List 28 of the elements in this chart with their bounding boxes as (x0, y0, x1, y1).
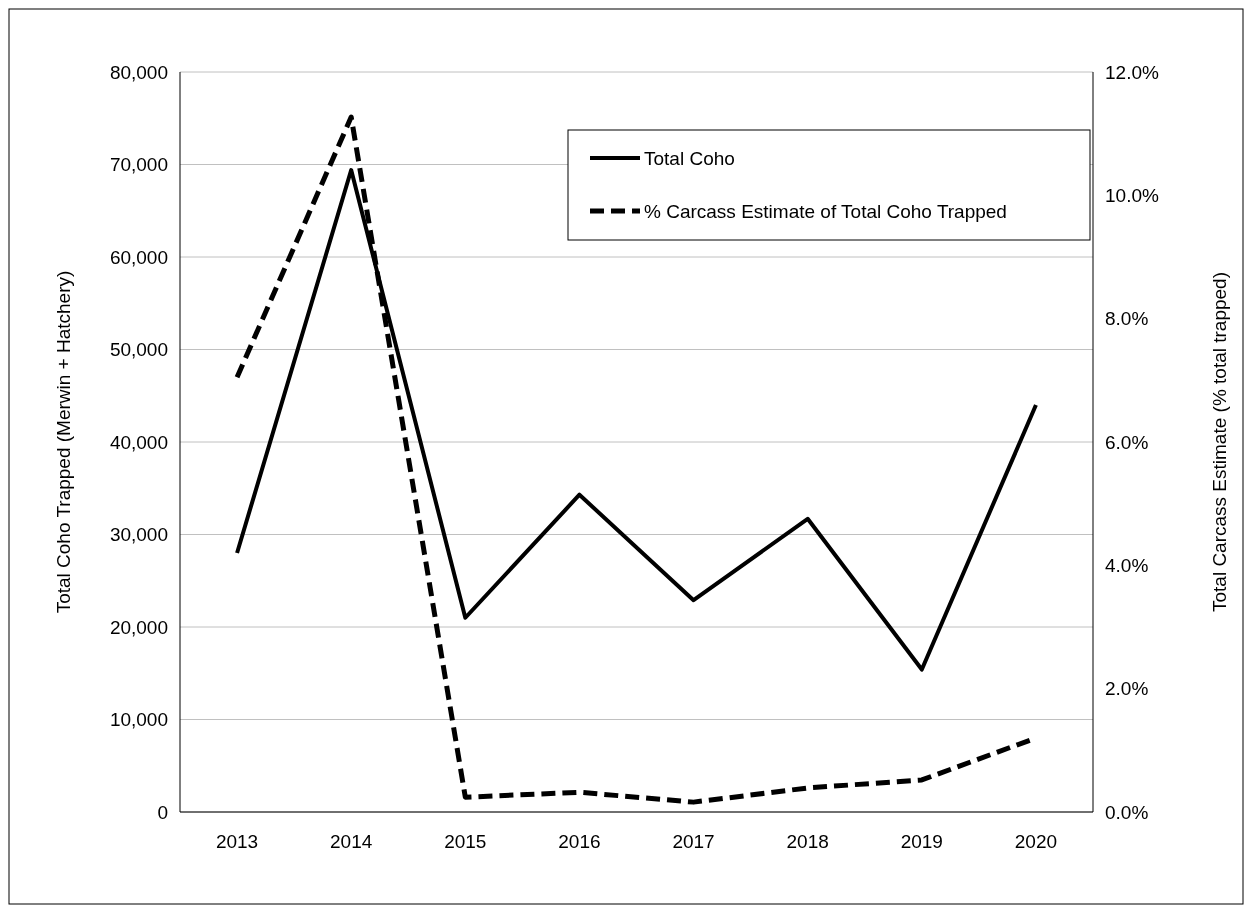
legend-label: % Carcass Estimate of Total Coho Trapped (644, 200, 1007, 222)
x-tick-label: 2016 (558, 831, 601, 852)
y-tick-label: 80,000 (109, 61, 168, 83)
y-tick-label: 50,000 (109, 339, 168, 361)
y-axis-title: Total Coho Trapped (Merwin + Hatchery) (53, 270, 74, 614)
y-tick-label: 10,000 (109, 709, 168, 731)
y-tick-label: 70,000 (109, 154, 168, 176)
y2-tick-label: 4.0% (1105, 554, 1149, 576)
y-tick-label: 40,000 (109, 431, 168, 453)
x-tick-label: 2014 (330, 831, 373, 852)
y2-tick-label: 12.0% (1105, 61, 1159, 83)
x-tick-label: 2020 (1014, 831, 1058, 852)
y-tick-label: 0 (157, 801, 168, 823)
x-tick-label: 2019 (900, 831, 943, 852)
y-tick-label: 30,000 (109, 524, 168, 546)
y2-axis-title: Total Carcass Estimate (% total trapped) (1209, 271, 1230, 613)
x-tick-label: 2017 (672, 831, 715, 852)
y2-tick-label: 0.0% (1105, 801, 1149, 823)
x-tick-label: 2013 (215, 831, 259, 852)
y2-tick-label: 8.0% (1105, 308, 1149, 330)
y-tick-label: 60,000 (109, 246, 168, 268)
x-tick-label: 2018 (786, 831, 829, 852)
y2-tick-label: 2.0% (1105, 678, 1149, 700)
y-tick-label: 20,000 (109, 616, 168, 638)
y2-tick-label: 6.0% (1105, 431, 1149, 453)
legend-label: Total Coho (644, 147, 735, 169)
y2-tick-label: 10.0% (1105, 184, 1159, 206)
x-tick-label: 2015 (444, 831, 487, 852)
